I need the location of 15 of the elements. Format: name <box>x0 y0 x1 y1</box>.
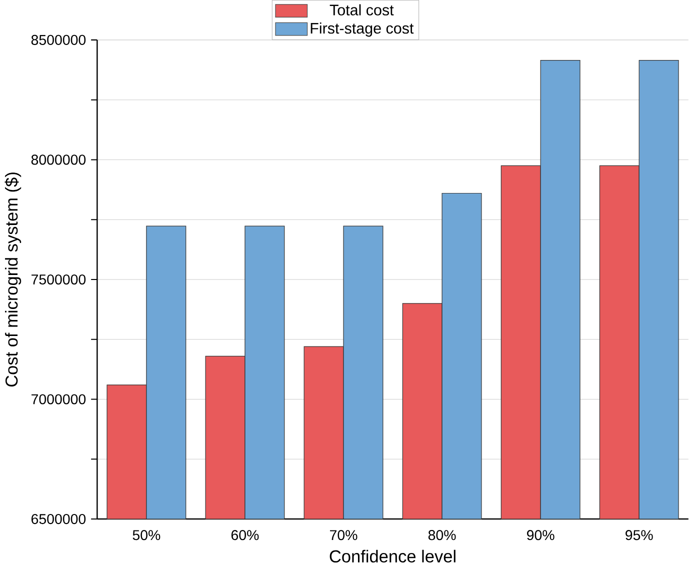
x-tick-label: 95% <box>626 530 653 540</box>
legend-label: First-stage cost <box>310 22 414 37</box>
y-tick-label: 6500000 <box>32 514 86 524</box>
x-axis-title: Confidence level <box>330 550 456 562</box>
y-tick-label: 7000000 <box>32 394 86 404</box>
y-tick-label: 8000000 <box>31 154 86 165</box>
x-tick-label: 70% <box>330 530 358 540</box>
y-tick-label: 8500000 <box>31 34 86 45</box>
y-axis-title: Cost of microgrid system ($) <box>4 172 22 386</box>
x-tick-label: 60% <box>231 530 259 540</box>
x-tick-label: 50% <box>132 530 160 540</box>
y-tick-label: 7500000 <box>32 274 86 284</box>
x-tick-label: 90% <box>527 530 554 540</box>
x-tick-label: 80% <box>428 530 456 540</box>
legend-label: Total cost <box>330 4 394 16</box>
